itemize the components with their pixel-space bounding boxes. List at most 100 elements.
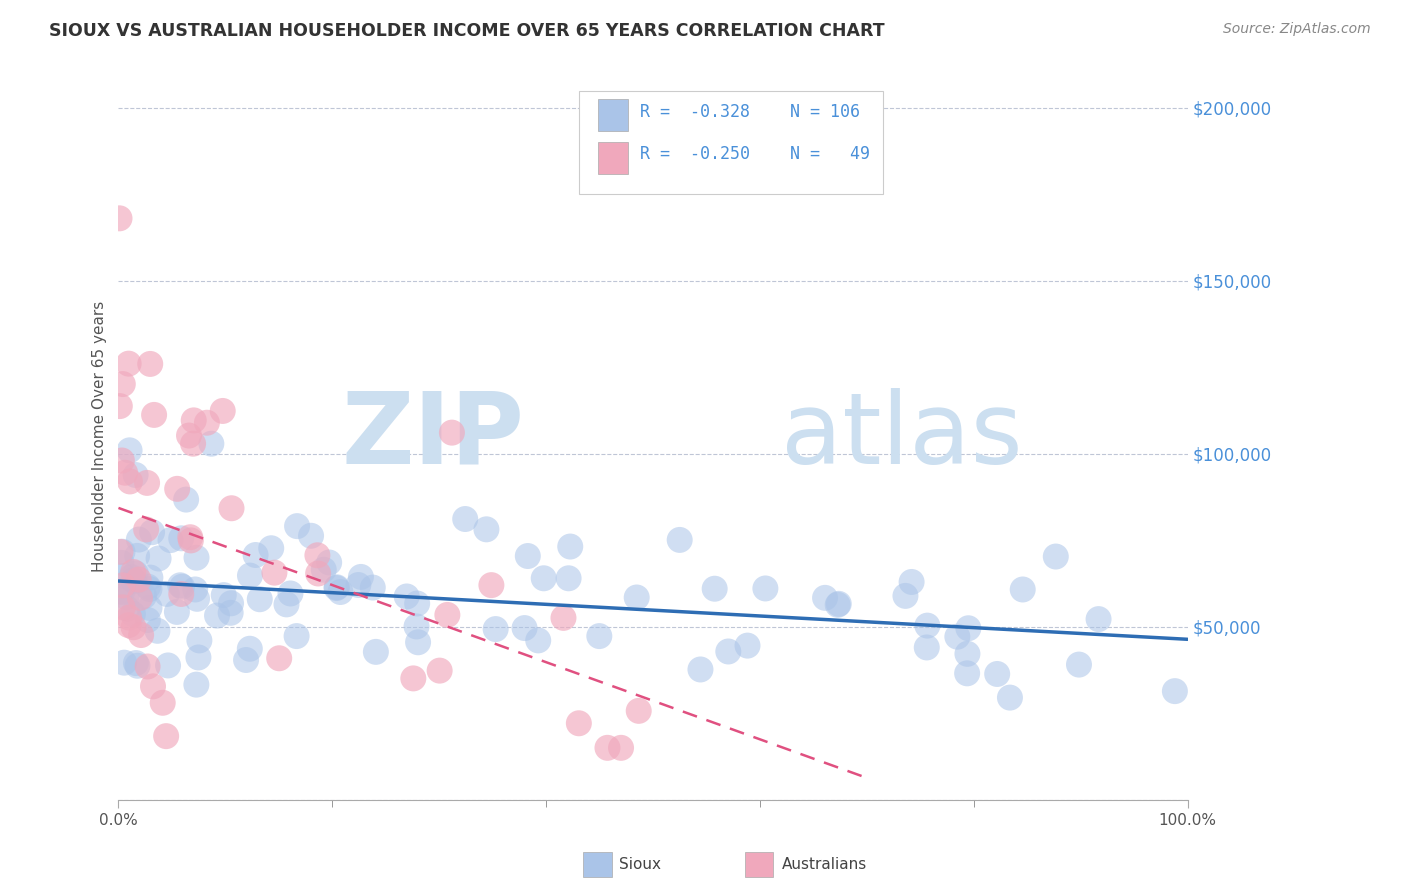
Point bbox=[136, 659, 159, 673]
Point bbox=[111, 578, 134, 592]
Point bbox=[479, 578, 502, 592]
Point bbox=[235, 653, 257, 667]
Point bbox=[159, 533, 181, 547]
Point bbox=[186, 591, 208, 606]
Point bbox=[239, 641, 262, 656]
Point bbox=[108, 399, 131, 413]
Point bbox=[136, 613, 159, 627]
Point bbox=[122, 565, 145, 579]
Point bbox=[946, 630, 969, 644]
Text: Sioux: Sioux bbox=[619, 857, 661, 871]
Point bbox=[166, 482, 188, 496]
Point bbox=[205, 608, 228, 623]
Point bbox=[405, 619, 427, 633]
Point bbox=[112, 569, 135, 583]
Point bbox=[122, 620, 145, 634]
Point bbox=[737, 639, 759, 653]
Point bbox=[155, 729, 177, 743]
Point bbox=[136, 580, 159, 594]
Point bbox=[717, 644, 740, 658]
Point bbox=[915, 640, 938, 655]
Point bbox=[326, 580, 349, 594]
Point bbox=[440, 425, 463, 440]
Point bbox=[139, 357, 162, 371]
Point bbox=[128, 573, 150, 587]
Point bbox=[307, 549, 329, 563]
Point bbox=[513, 621, 536, 635]
Point bbox=[814, 591, 837, 605]
Point bbox=[703, 582, 725, 596]
Point bbox=[516, 549, 538, 563]
Point bbox=[1011, 582, 1033, 597]
Text: Australians: Australians bbox=[782, 857, 868, 871]
Point bbox=[894, 589, 917, 603]
Point bbox=[318, 556, 340, 570]
Point bbox=[219, 606, 242, 620]
Point bbox=[475, 522, 498, 536]
Point bbox=[350, 570, 373, 584]
Point bbox=[568, 716, 591, 731]
Point bbox=[181, 436, 204, 450]
Text: SIOUX VS AUSTRALIAN HOUSEHOLDER INCOME OVER 65 YEARS CORRELATION CHART: SIOUX VS AUSTRALIAN HOUSEHOLDER INCOME O… bbox=[49, 22, 884, 40]
Point bbox=[195, 416, 218, 430]
Point bbox=[263, 566, 285, 580]
Point bbox=[169, 578, 191, 592]
Point bbox=[127, 549, 149, 563]
Point bbox=[219, 596, 242, 610]
Point bbox=[117, 618, 139, 632]
Point bbox=[1067, 657, 1090, 672]
Point bbox=[143, 408, 166, 422]
Point bbox=[148, 551, 170, 566]
Point bbox=[170, 587, 193, 601]
Point bbox=[188, 633, 211, 648]
Point bbox=[212, 588, 235, 602]
Point bbox=[111, 600, 134, 615]
Point bbox=[364, 645, 387, 659]
Point bbox=[406, 635, 429, 649]
Point bbox=[299, 529, 322, 543]
Point bbox=[956, 666, 979, 681]
Point bbox=[111, 584, 134, 599]
Point bbox=[138, 601, 160, 615]
Point bbox=[1087, 612, 1109, 626]
Point bbox=[111, 545, 134, 559]
Point bbox=[249, 592, 271, 607]
Point bbox=[900, 574, 922, 589]
Point bbox=[139, 571, 162, 585]
Point bbox=[956, 647, 979, 661]
Point bbox=[138, 582, 160, 596]
Point bbox=[146, 624, 169, 638]
Point bbox=[152, 696, 174, 710]
Point bbox=[689, 663, 711, 677]
Point bbox=[239, 568, 262, 582]
Point bbox=[166, 605, 188, 619]
Point bbox=[112, 656, 135, 670]
Point bbox=[269, 651, 291, 665]
Point bbox=[110, 545, 132, 559]
Point bbox=[610, 740, 633, 755]
Point bbox=[115, 601, 138, 615]
Point bbox=[110, 584, 132, 599]
Point bbox=[454, 512, 477, 526]
Point bbox=[179, 530, 201, 544]
Point bbox=[285, 629, 308, 643]
Point bbox=[211, 404, 233, 418]
Text: R =  -0.250    N =   49: R = -0.250 N = 49 bbox=[640, 145, 870, 163]
Point bbox=[1045, 549, 1067, 564]
Point bbox=[136, 475, 159, 490]
Point bbox=[260, 541, 283, 556]
Point bbox=[245, 548, 267, 562]
Point bbox=[170, 531, 193, 545]
Point bbox=[129, 591, 152, 605]
Point bbox=[122, 607, 145, 621]
Point bbox=[111, 377, 134, 392]
Text: atlas: atlas bbox=[782, 388, 1024, 485]
Point bbox=[129, 628, 152, 642]
Point bbox=[110, 556, 132, 570]
Text: ZIP: ZIP bbox=[342, 388, 524, 485]
Point bbox=[347, 578, 370, 592]
Point bbox=[122, 574, 145, 588]
Point bbox=[626, 591, 648, 605]
Point bbox=[307, 566, 329, 581]
Point bbox=[170, 580, 193, 594]
